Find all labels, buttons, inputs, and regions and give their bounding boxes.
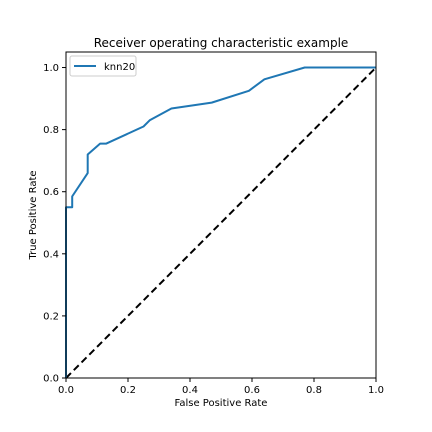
y-tick-label: 0.6 bbox=[43, 187, 59, 198]
y-tick-label: 0.0 bbox=[43, 374, 59, 385]
y-axis-label: True Positive Rate bbox=[28, 170, 39, 260]
x-tick-label: 0.2 bbox=[120, 385, 136, 396]
x-tick-label: 0.0 bbox=[58, 385, 74, 396]
y-tick-label: 0.4 bbox=[43, 249, 59, 260]
plot-frame bbox=[65, 51, 377, 379]
plot-area bbox=[65, 66, 377, 379]
x-axis-label: False Positive Rate bbox=[175, 398, 268, 409]
y-tick-label: 0.2 bbox=[43, 311, 59, 322]
x-tick-label: 1.0 bbox=[368, 385, 384, 396]
x-tick-label: 0.8 bbox=[306, 385, 322, 396]
axis-ticks: 0.0 0.2 0.4 0.6 0.8 1.0 0.0 0.2 0.4 0.6 0.8 1.0 bbox=[43, 63, 384, 396]
legend-label-knn20: knn20 bbox=[104, 62, 135, 73]
legend-box bbox=[69, 55, 137, 77]
legend: knn20 bbox=[69, 55, 137, 77]
y-tick-label: 0.8 bbox=[43, 125, 59, 136]
x-tick-label: 0.6 bbox=[244, 385, 260, 396]
series-line-knn20 bbox=[65, 66, 376, 378]
chart-title: Receiver operating characteristic exampl… bbox=[94, 36, 349, 50]
y-tick-label: 1.0 bbox=[43, 63, 59, 74]
series-line-chance-diagonal bbox=[65, 66, 377, 379]
x-tick-label: 0.4 bbox=[182, 385, 198, 396]
